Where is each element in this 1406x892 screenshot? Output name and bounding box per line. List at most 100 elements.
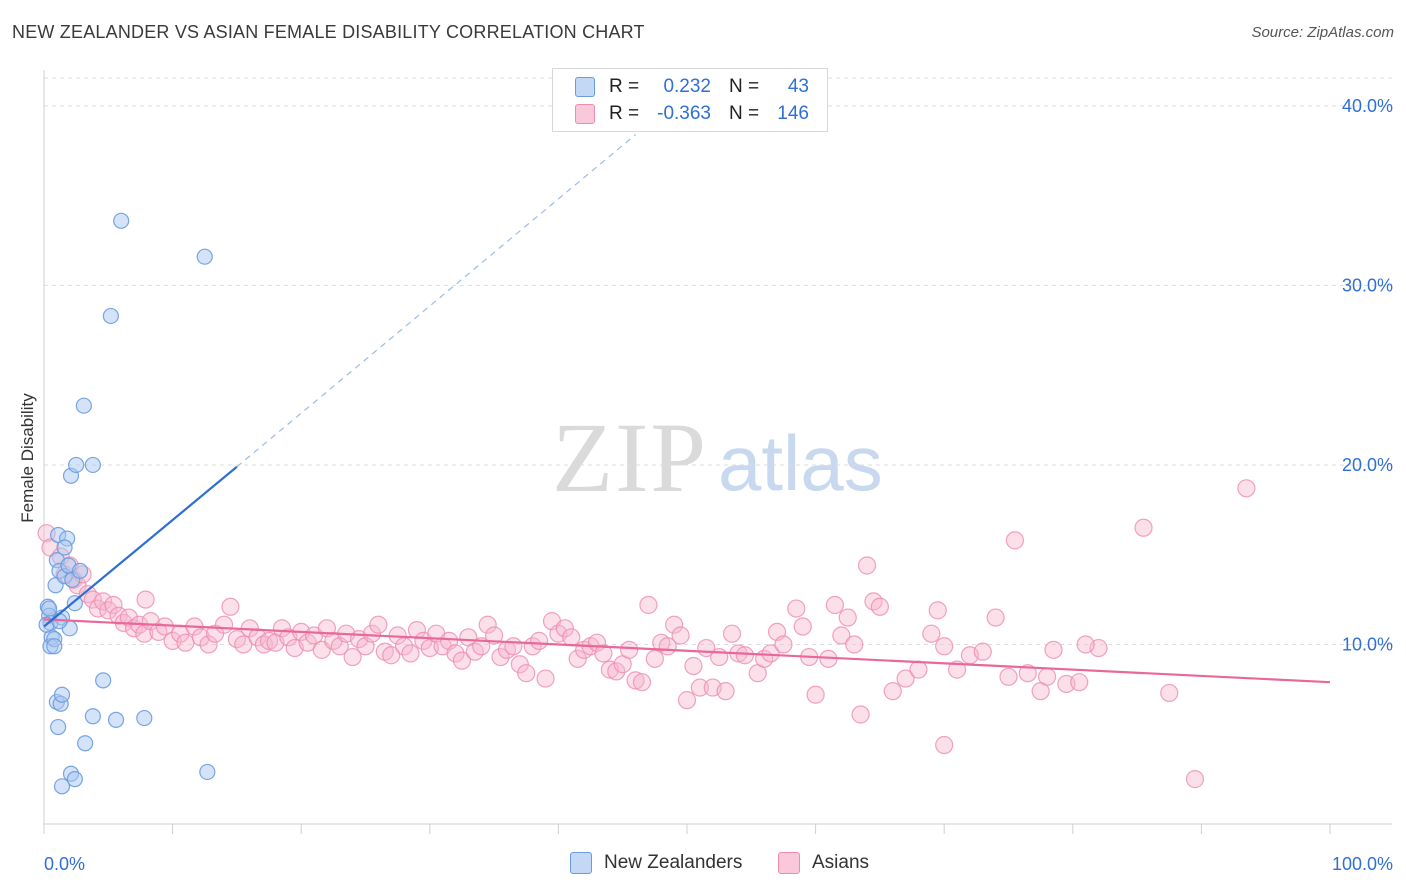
asian-point [517,664,536,683]
new-zealander-point [68,456,85,474]
asian-point [684,656,703,676]
asian-point [838,608,857,627]
asian-point [369,615,388,634]
x-tick-label: 0.0% [44,854,85,874]
bottom-legend-label: Asians [812,852,870,873]
asian-point [626,671,645,690]
bottom-legend-asians: Asians [778,852,869,874]
asian-point [119,608,138,627]
asian-point [510,655,529,674]
legend-row-new-zealanders: R = 0.232 N = 43 [575,75,809,99]
new-zealander-point [102,307,119,325]
new-zealander-point [84,456,101,474]
new-zealander-point [75,397,92,414]
asian-point [1076,635,1095,654]
new-zealander-point [53,778,71,795]
asian-point [896,669,915,688]
new-zealander-point [66,595,83,612]
new-zealanders-trend-line [43,465,238,628]
asians-swatch [575,104,595,124]
new-zealander-point [196,248,213,265]
new-zealander-point [66,771,83,788]
new-zealander-point [113,212,130,229]
asian-point [999,667,1018,686]
y-tick-label: 30.0% [1342,275,1393,295]
asian-point [935,735,954,755]
asian-point [1185,770,1205,789]
r-value: 0.232 [663,76,711,97]
new-zealander-point [56,539,73,556]
new-zealander-point [84,708,101,725]
asian-point [485,626,504,645]
watermark-atlas: atlas [718,419,883,507]
new-zealanders-swatch [570,852,592,874]
asian-point [825,595,844,615]
asian-point [199,635,218,654]
asian-point [787,599,806,618]
asian-point [845,635,864,654]
asian-point [530,631,549,650]
asian-point [774,635,793,654]
r-label: R = [609,76,640,97]
asian-point [909,660,928,679]
asian-point [1134,518,1153,537]
n-label: N = [729,76,760,97]
new-zealander-point [199,763,216,781]
legend-row-asians: R = -0.363 N = 146 [575,102,809,126]
asian-point [1070,673,1089,692]
asian-point [922,624,941,643]
new-zealander-point [136,709,153,727]
new-zealanders-trend-extension [236,134,636,468]
asian-point [191,628,210,647]
asian-point [947,660,967,679]
asian-point [536,669,555,688]
asian-point [491,647,510,667]
x-tick-label: 100.0% [1332,854,1393,874]
r-value: -0.363 [657,103,711,124]
bottom-legend-new-zealanders: New Zealanders [570,852,742,874]
asian-point [690,678,709,697]
new-zealander-point [53,686,71,703]
r-label: R = [609,103,640,124]
chart-source: Source: ZipAtlas.com [1251,24,1394,41]
asian-point [259,631,279,650]
asian-point [254,635,274,654]
asian-point [832,626,851,645]
asian-point [806,685,825,704]
y-tick-label: 10.0% [1342,634,1393,654]
asian-point [716,682,735,701]
asian-point [272,619,292,638]
asian-point [176,633,195,652]
asian-point [1160,683,1179,703]
new-zealander-point [50,718,67,736]
asian-point [1237,479,1256,498]
asian-point [99,601,118,620]
asian-point [620,640,639,659]
asian-point [671,626,690,645]
asian-point [234,635,253,654]
asian-point [298,633,317,652]
asian-point [883,682,902,701]
asian-point [735,646,754,665]
n-value: 43 [787,76,809,97]
asian-point [935,637,954,656]
new-zealander-point [41,600,58,617]
asian-point [1037,667,1057,686]
asian-point [478,615,497,634]
asian-point [1005,531,1025,550]
asian-point [382,646,401,665]
correlation-legend: R = 0.232 N = 43 R = -0.363 N = 146 [552,68,828,132]
asian-point [504,637,523,656]
asian-point [870,597,890,616]
asian-point [1018,664,1037,683]
asian-point [362,624,382,643]
asian-point [343,647,362,667]
asian-point [607,662,626,681]
asian-point [214,615,234,634]
asian-point [928,601,947,620]
asian-point [645,649,664,668]
asian-point [594,644,613,663]
asian-point [665,615,684,634]
asian-point [78,585,97,604]
